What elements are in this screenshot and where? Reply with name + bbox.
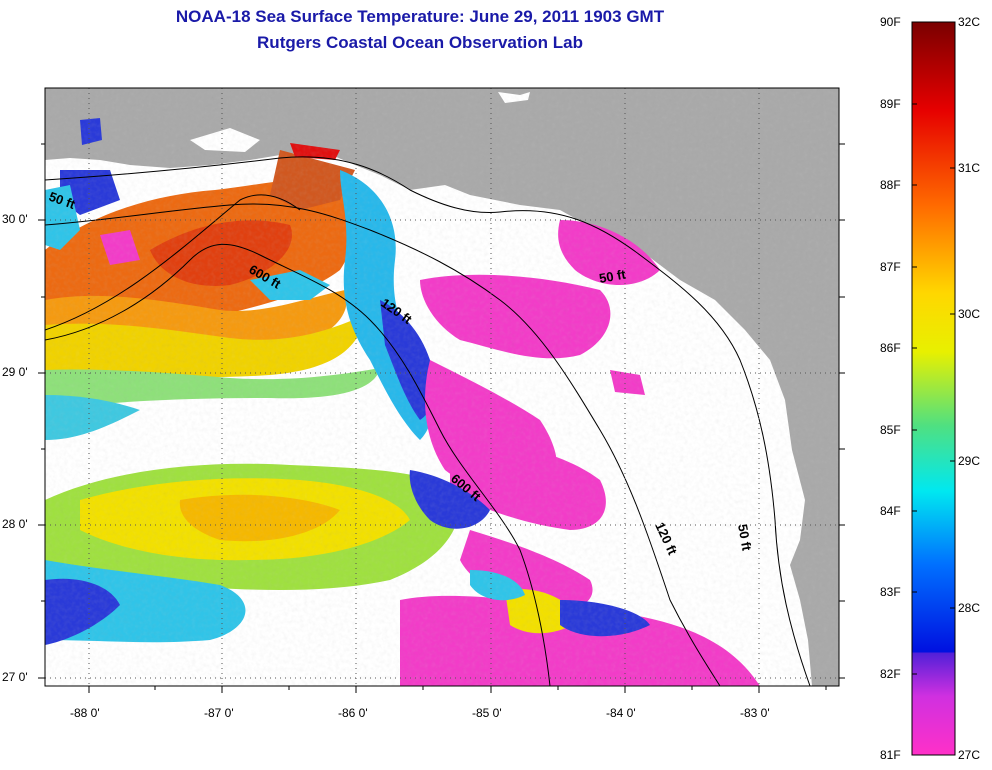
contour-label: 50 ft [598, 266, 628, 286]
map-subtitle: Rutgers Coastal Ocean Observation Lab [257, 33, 583, 52]
x-tick-label: -83 0' [740, 706, 770, 720]
colorbar-f-label: 89F [880, 97, 901, 111]
map-border [44, 87, 840, 687]
contour-50ft [45, 156, 811, 686]
colorbar-c-label: 28C [958, 601, 981, 615]
colorbar-c-label: 27C [958, 748, 981, 762]
colorbar-c-label: 32C [958, 15, 981, 29]
x-tick-label: -87 0' [204, 706, 234, 720]
colorbar-f-label: 86F [880, 341, 901, 355]
colorbar-c-label: 29C [958, 454, 981, 468]
y-tick-label: 29 0' [2, 365, 28, 379]
x-tick-label: -86 0' [338, 706, 368, 720]
y-tick-label: 28 0' [2, 517, 28, 531]
contour-600ft [45, 243, 551, 686]
x-tick-label: -84 0' [606, 706, 636, 720]
texture-overlay [45, 88, 839, 686]
colorbar-ticks [912, 103, 955, 675]
x-tick-label: -85 0' [472, 706, 502, 720]
colorbar-f-label: 88F [880, 178, 901, 192]
colorbar [911, 21, 956, 756]
colorbar-c-label: 30C [958, 307, 981, 321]
colorbar-f-label: 82F [880, 667, 901, 681]
contour-120ft [45, 203, 721, 686]
colorbar-f-label: 85F [880, 423, 901, 437]
map-title: NOAA-18 Sea Surface Temperature: June 29… [175, 7, 665, 26]
y-tick-label: 30 0' [2, 212, 28, 226]
contour-label: 50 ft [735, 523, 755, 553]
colorbar-c-label: 31C [958, 161, 981, 175]
contour-offshore [45, 194, 301, 331]
bathymetry-contours [45, 156, 811, 686]
y-tick-label: 27 0' [2, 670, 28, 684]
colorbar-f-label: 87F [880, 260, 901, 274]
axis-ticks [38, 143, 845, 693]
colorbar-f-label: 81F [880, 748, 901, 762]
colorbar-f-label: 84F [880, 504, 901, 518]
x-tick-label: -88 0' [70, 706, 100, 720]
colorbar-f-label: 90F [880, 15, 901, 29]
colorbar-f-label: 83F [880, 585, 901, 599]
